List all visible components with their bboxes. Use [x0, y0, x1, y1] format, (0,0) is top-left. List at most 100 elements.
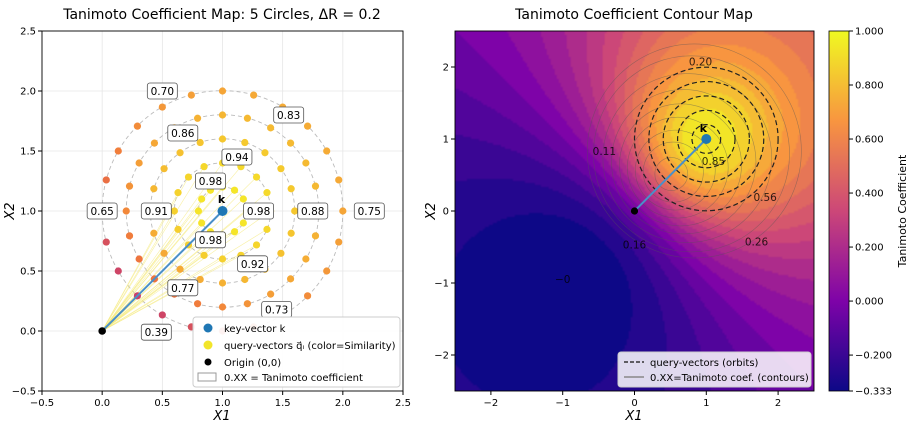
legend-orbits-label: query-vectors (orbits)	[650, 358, 759, 369]
left-query-point	[198, 219, 206, 227]
right-contour-line	[593, 55, 790, 253]
right-orbit-circle	[676, 109, 736, 169]
colorbar-tick-label: −0.200	[855, 351, 892, 362]
right-contour-line	[611, 89, 757, 235]
left-value-label-text: 0.94	[225, 152, 249, 164]
left-value-label: 0.91	[140, 202, 172, 220]
right-contour-label: 0.11	[593, 146, 616, 158]
left-value-label-text: 0.70	[151, 86, 174, 98]
left-value-label: 0.75	[353, 202, 385, 220]
left-query-point	[277, 249, 285, 257]
left-key-label: k	[218, 193, 226, 206]
colorbar-tick-label: 1.000	[855, 27, 884, 38]
right-x-tick-label: −2	[484, 398, 499, 409]
left-value-labels: 0.70 0.83 0.86 0.94 0.98 0.65 0.91 0.98 0.88 0.75…	[86, 82, 385, 341]
left-query-point	[335, 238, 343, 246]
left-value-label: 0.88	[297, 202, 329, 220]
left-fan-line	[101, 162, 223, 332]
left-x-axis-label: X1	[212, 409, 230, 424]
left-value-label: 0.83	[273, 106, 305, 124]
right-x-tick-label: 2	[775, 398, 781, 409]
left-y-tick-label: 1.5	[20, 147, 36, 158]
left-query-point	[323, 147, 331, 155]
left-query-point	[230, 186, 239, 194]
left-query-point	[218, 135, 227, 143]
right-x-tick-label: 1	[703, 398, 709, 409]
right-contour-label: 0.85	[702, 156, 725, 168]
left-x-tick-label: 2.0	[335, 398, 351, 409]
left-y-axis-label: X2	[3, 202, 18, 220]
left-query-point	[302, 255, 310, 263]
colorbar-tick-label: 0.800	[855, 81, 884, 92]
right-contour-line	[587, 43, 802, 259]
right-contour-label: 0.20	[689, 57, 712, 69]
right-y-tick-label: 2	[443, 63, 449, 74]
left-value-label-text: 0.98	[199, 235, 222, 247]
left-value-label: 0.73	[261, 300, 293, 318]
left-query-point	[311, 232, 320, 240]
right-y-tick-label: 1	[443, 135, 449, 146]
legend-key-vector-marker	[203, 323, 213, 333]
left-value-label-text: 0.39	[145, 327, 168, 339]
left-key-vector-line	[101, 210, 224, 332]
left-query-point	[160, 165, 168, 173]
left-query-point	[339, 207, 347, 215]
left-query-point	[122, 207, 130, 215]
left-fan-line	[101, 210, 271, 332]
left-query-point	[184, 173, 193, 181]
left-value-label-text: 0.65	[90, 206, 113, 218]
left-fan-line	[101, 166, 205, 332]
left-query-point	[102, 176, 110, 184]
left-fan-line	[101, 198, 244, 332]
left-query-point	[291, 207, 299, 215]
right-orbit-circle	[691, 124, 722, 154]
left-legend: key-vector k query-vectors q⃗ᵢ (color=Si…	[192, 316, 401, 388]
left-query-point	[135, 255, 143, 263]
left-query-point	[150, 229, 158, 237]
left-fan-line	[101, 255, 205, 332]
right-orbit-circles	[633, 66, 779, 212]
left-value-label: 0.65	[86, 202, 118, 220]
left-similarity-fan	[101, 162, 271, 332]
left-fan-line	[101, 229, 179, 332]
left-query-point	[176, 149, 184, 157]
right-contour-line	[635, 129, 716, 211]
right-x-tick-label: −1	[555, 398, 570, 409]
left-query-point	[187, 91, 195, 99]
colorbar-tick-label: 0.600	[855, 135, 884, 146]
left-key-vector: k	[98, 193, 228, 335]
left-query-point	[125, 182, 134, 190]
left-value-label-text: 0.83	[277, 110, 300, 122]
left-query-point	[302, 159, 310, 167]
left-query-point	[200, 251, 208, 259]
left-value-label: 0.98	[195, 172, 226, 190]
right-x-axis-label: X1	[624, 409, 642, 424]
left-query-point	[158, 103, 166, 111]
left-query-point	[114, 267, 122, 275]
right-y-axis-label: X2	[424, 202, 439, 220]
left-query-point	[158, 311, 166, 319]
left-value-label-text: 0.86	[171, 128, 195, 140]
left-query-point	[218, 255, 227, 263]
left-query-point	[176, 265, 184, 273]
left-query-point	[174, 189, 182, 197]
legend-query-label: query-vectors q⃗ᵢ (color=Similarity)	[224, 341, 396, 352]
colorbar-label: Tanimoto Coefficient	[896, 154, 909, 268]
left-query-point	[114, 147, 122, 155]
left-fan-line	[101, 210, 199, 332]
left-fan-line	[101, 210, 175, 332]
left-value-label: 0.70	[146, 82, 178, 100]
left-query-point	[277, 165, 285, 173]
left-query-point	[303, 122, 312, 130]
legend-query-marker	[203, 340, 213, 350]
left-y-tick-label: 0.0	[20, 327, 36, 338]
left-fan-line	[101, 190, 235, 332]
right-contour-label: −0	[555, 274, 570, 286]
left-query-point	[261, 149, 269, 157]
right-contour-label: 0.56	[753, 192, 777, 204]
left-query-point	[335, 176, 343, 184]
left-value-label-text: 0.73	[265, 304, 288, 316]
left-query-point	[239, 219, 247, 227]
colorbar-tick-label: 0.400	[855, 189, 884, 200]
right-y-tick-label: −1	[434, 279, 449, 290]
